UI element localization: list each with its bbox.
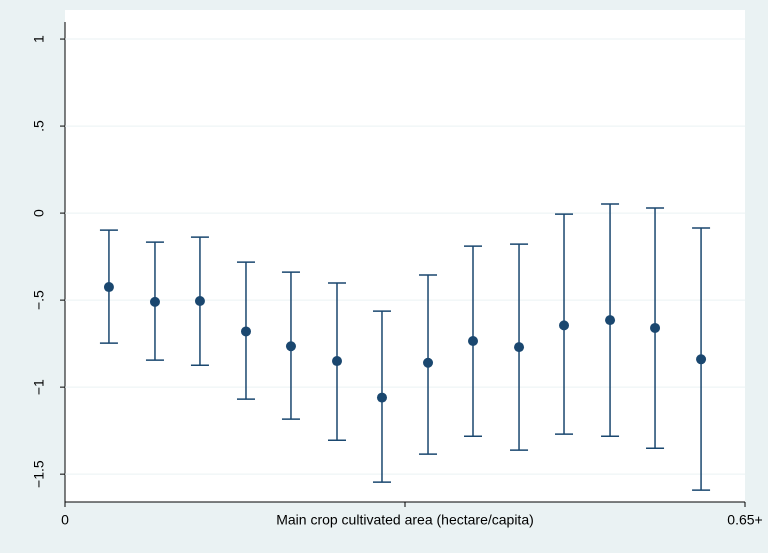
y-tick-label: −.5: [31, 290, 47, 310]
point: [194, 295, 205, 306]
point: [468, 336, 478, 347]
point: [605, 315, 616, 326]
y-tick-label: −1.5: [31, 460, 47, 488]
point: [514, 342, 525, 353]
x-tick-label: 0.65+: [727, 512, 762, 528]
point: [240, 326, 251, 337]
y-tick-label: 1: [31, 35, 47, 43]
point: [285, 341, 296, 352]
y-tick-label: −1: [31, 379, 47, 395]
point: [332, 356, 342, 367]
point: [103, 282, 114, 293]
x-tick-label: Main crop cultivated area (hectare/capit…: [276, 512, 534, 528]
point: [650, 322, 661, 333]
plot-area: [65, 10, 745, 502]
y-tick-label: 0: [31, 209, 47, 217]
point: [149, 296, 160, 307]
y-tick-label: .5: [31, 120, 47, 132]
point: [696, 354, 707, 365]
point: [559, 320, 570, 331]
point: [423, 357, 434, 368]
x-tick-label: 0: [61, 512, 69, 528]
point: [376, 392, 387, 403]
